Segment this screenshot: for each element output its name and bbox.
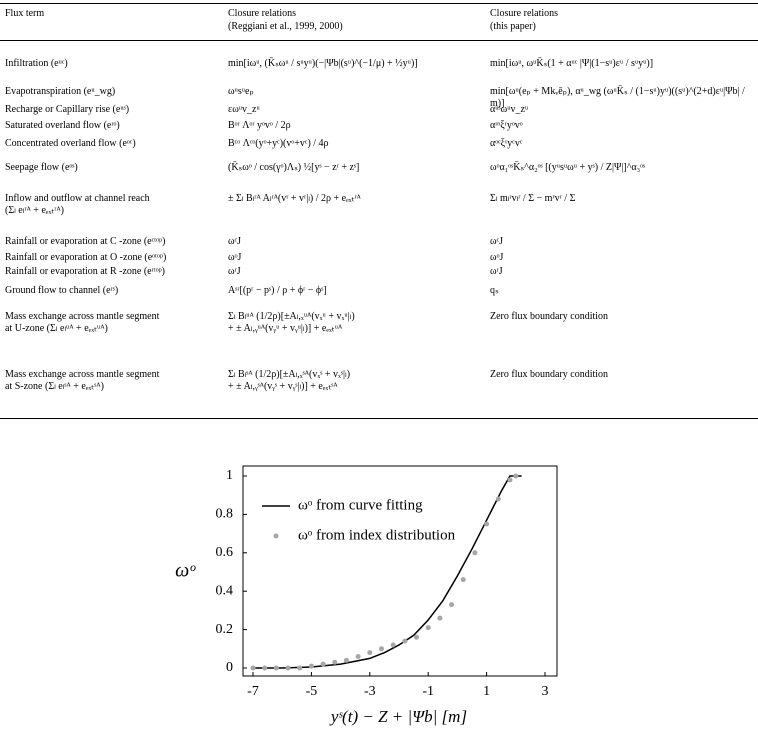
table-cell: Ground flow to channel (eʳˢ) bbox=[5, 285, 119, 296]
table-cell: min[iωᵘ, ωᵘK̄ₛ(1 + αᵘᶜ |Ψ|(1−sᵘ)εᵘ / sᵘy… bbox=[490, 58, 654, 69]
x-tick-label: 1 bbox=[483, 684, 490, 699]
table-cell: εωᵘv_zᵘ bbox=[228, 104, 260, 115]
data-point bbox=[414, 634, 420, 640]
data-point bbox=[355, 653, 361, 659]
table-cell: Zero flux boundary condition bbox=[490, 369, 609, 380]
data-point bbox=[320, 661, 326, 667]
y-tick-label: 0 bbox=[226, 660, 233, 675]
table-cell: ωʳJ bbox=[228, 266, 241, 277]
column-header: Closure relations bbox=[490, 8, 559, 19]
table-cell: qₛ bbox=[490, 285, 499, 296]
table-cell: (K̄ₛωᵒ / cos(γᵒ)Λₛ) ½[yˢ − zʳ + zˢ] bbox=[228, 162, 360, 173]
data-point bbox=[308, 663, 314, 669]
x-tick-label: -3 bbox=[364, 684, 376, 699]
data-point bbox=[460, 577, 466, 583]
table-cell: Σₗ mₗʳvₗʳ / Σ − mʳvʳ / Σ bbox=[490, 193, 576, 204]
legend-swatch bbox=[273, 533, 279, 539]
table-cell: Aˢʳ[(pʳ − pˢ) / ρ + ϕʳ − ϕˢ] bbox=[228, 285, 327, 296]
table-cell: ± Σₗ Bₗʳᴬ Aₗʳᴬ(vʳ + vʳ|ₗ) / 2ρ + eₑₓₜʳᴬ bbox=[228, 193, 361, 204]
table-cell: Zero flux boundary condition bbox=[490, 311, 609, 322]
data-point bbox=[437, 615, 443, 621]
table-cell: ωᶜJ bbox=[490, 236, 504, 247]
table-cell: Rainfall or evaporation at O -zone (eᵒᵗᵒ… bbox=[5, 252, 167, 263]
data-point bbox=[513, 473, 519, 479]
table-cell: Bᶜᵒ Λᶜᵒ(yᵒ+yᶜ)(vᵒ+vᶜ) / 4ρ bbox=[228, 138, 329, 149]
table-cell: Rainfall or evaporation at R -zone (eʳᵗᵒ… bbox=[5, 266, 166, 277]
table-cell: ωᵒJ bbox=[490, 252, 504, 263]
data-point bbox=[402, 638, 408, 644]
table-top-rule bbox=[0, 3, 758, 4]
table-cell: ωᶜJ bbox=[228, 236, 242, 247]
x-tick-label: -5 bbox=[306, 684, 318, 699]
table-cell: Σₗ Bₗᵘᴬ (1/2ρ)[±Aₗ,ₓᵘᴬ(vₓᵘ + vₓᵘ|ₗ) + ± … bbox=[228, 311, 355, 334]
data-point bbox=[390, 642, 396, 648]
data-point bbox=[367, 650, 373, 656]
table-cell: Mass exchange across mantle segment at S… bbox=[5, 369, 160, 392]
data-point bbox=[472, 550, 478, 556]
data-point bbox=[507, 477, 513, 483]
table-cell: min[iωᵘ, (K̄ₛωᵘ / sᵘyᵘ)(−|Ψb|(sᵘ)^(−1/μ)… bbox=[228, 58, 418, 69]
y-tick-label: 0.8 bbox=[216, 507, 234, 522]
table-cell: Recharge or Capillary rise (eᵘˢ) bbox=[5, 104, 130, 115]
data-point bbox=[378, 646, 384, 652]
table-bottom-rule bbox=[0, 418, 758, 419]
column-subheader: (Reggiani et al., 1999, 2000) bbox=[228, 21, 343, 32]
table-cell: ωʳJ bbox=[490, 266, 503, 277]
y-tick-label: 0.4 bbox=[216, 583, 234, 598]
data-point bbox=[343, 657, 349, 663]
table-cell: Rainfall or evaporation at C -zone (eᶜᵗᵒ… bbox=[5, 236, 166, 247]
x-tick-label: -1 bbox=[422, 684, 434, 699]
legend-label: ωᵒ from curve fitting bbox=[298, 497, 423, 513]
table-cell: Σₗ Bₗˢᴬ (1/2ρ)[±Aₗ,ₓˢᴬ(vₓˢ + vₓˢ|ₗ) + ± … bbox=[228, 369, 351, 392]
table-cell: Infiltration (eᵘᶜ) bbox=[5, 58, 68, 69]
data-point bbox=[273, 665, 279, 671]
table-cell: Bᵒʳ Λᵒʳ yᵒvᵒ / 2ρ bbox=[228, 120, 291, 131]
table-cell: Concentrated overland flow (eᵒᶜ) bbox=[5, 138, 136, 149]
table-cell: ωᵒJ bbox=[228, 252, 242, 263]
data-point bbox=[297, 665, 303, 671]
data-line bbox=[253, 475, 522, 669]
x-axis-label: yˢ(t) − Z + |Ψb| [m] bbox=[329, 707, 467, 726]
table-cell: ωᵒα₁ᵒˢK̄ₛ^α₂ᵒˢ [(yᵘsᵘωᵘ + yˢ) / Z|Ψ|]^α₃… bbox=[490, 162, 646, 173]
table-cell: Evapotranspiration (eᵘ_wg) bbox=[5, 86, 116, 97]
y-tick-label: 0.2 bbox=[216, 622, 234, 637]
y-tick-label: 0.6 bbox=[216, 545, 234, 560]
table-cell: Saturated overland flow (eʳᵒ) bbox=[5, 120, 120, 131]
y-tick-label: 1 bbox=[226, 468, 233, 483]
legend-label: ωᵒ from index distribution bbox=[298, 527, 456, 543]
table-cell: αᵒᶜξʳyᶜvᶜ bbox=[490, 138, 523, 149]
data-point bbox=[332, 659, 338, 665]
column-subheader: (this paper) bbox=[490, 21, 536, 32]
y-axis-label: ωᵒ bbox=[175, 560, 196, 582]
x-tick-label: -7 bbox=[247, 684, 259, 699]
table-cell: αʳᵒξʳyᵒvᵒ bbox=[490, 120, 523, 131]
data-point bbox=[449, 602, 455, 608]
table-cell: Inflow and outflow at channel reach (Σₗ … bbox=[5, 193, 150, 216]
data-point bbox=[250, 665, 256, 671]
plot-frame bbox=[242, 465, 558, 677]
data-point bbox=[484, 521, 490, 527]
data-point bbox=[425, 625, 431, 631]
table-header-rule bbox=[0, 40, 758, 41]
data-point bbox=[285, 665, 291, 671]
column-header: Closure relations bbox=[228, 8, 297, 19]
table-cell: min[ωᵘ(eₚ + Mkᵥēₚ), αᵘ_wg (ωᵘK̄ₛ / (1−sᵘ… bbox=[490, 86, 745, 109]
table-cell: ωᵘsᵘeₚ bbox=[228, 86, 254, 97]
table-cell: αᵘˢωᵘv_zᵘ bbox=[490, 104, 529, 115]
column-header: Flux term bbox=[5, 8, 45, 19]
data-point bbox=[262, 665, 268, 671]
x-tick-label: 3 bbox=[542, 684, 549, 699]
table-cell: Mass exchange across mantle segment at U… bbox=[5, 311, 160, 334]
data-point bbox=[495, 496, 501, 502]
table-cell: Seepage flow (eᵒˢ) bbox=[5, 162, 78, 173]
